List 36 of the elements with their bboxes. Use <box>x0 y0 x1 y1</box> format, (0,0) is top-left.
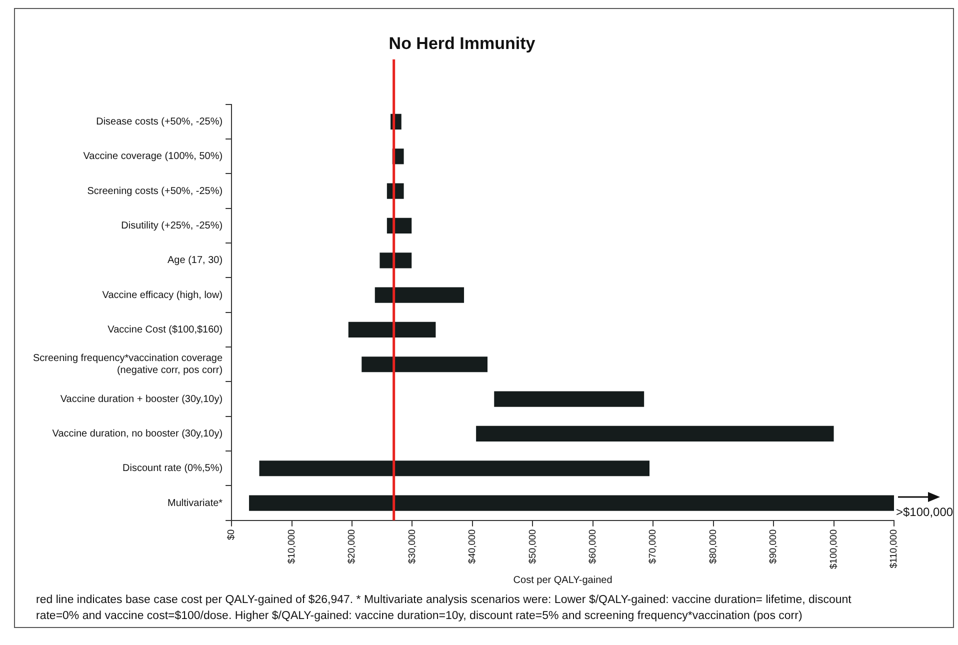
y-tick-label: Multivariate* <box>168 498 223 509</box>
x-tick-label: $10,000 <box>286 529 298 564</box>
bar <box>494 391 644 407</box>
bar <box>348 322 436 338</box>
annotation: >$100,000 <box>896 505 954 520</box>
y-tick-label: Screening frequency*vaccination coverage (negative corr, pos corr) <box>33 353 223 376</box>
y-tick-label: Screening costs (+50%, -25%) <box>87 186 223 197</box>
bar <box>249 495 894 511</box>
x-tick-label: $80,000 <box>708 529 719 564</box>
y-tick-label: Vaccine duration + booster (30y,10y) <box>60 394 223 405</box>
y-tick-label: Disease costs (+50%, -25%) <box>96 116 223 128</box>
y-tick-label: Disutility (+25%, -25%) <box>121 220 223 232</box>
x-tick-label: $60,000 <box>588 529 599 564</box>
y-tick-label: Vaccine Cost ($100,$160) <box>108 324 223 336</box>
x-tick-label: $0 <box>226 529 238 540</box>
x-tick-label: $40,000 <box>467 529 478 564</box>
y-tick-label: Vaccine duration, no booster (30y,10y) <box>52 428 223 440</box>
x-tick-label: $50,000 <box>527 529 538 564</box>
y-tick-label: Discount rate (0%,5%) <box>122 463 223 474</box>
x-axis-title: Cost per QALY-gained <box>513 574 612 586</box>
y-tick-label: Age (17, 30) <box>168 255 223 266</box>
bar <box>380 252 412 268</box>
x-tick-label: $20,000 <box>346 529 358 564</box>
chart-title: No Herd Immunity <box>388 34 536 53</box>
text: red line indicates base case cost per QALY-gained of $26,947. * Multivariate analysis scenarios were: Lower $/QALY-gained: vaccine duration= lifetime, discount rate=0% and vaccine cost=$100/dose. Higher $/QALY-gained: vaccine duration=10y, discount rate=5% and screening frequency*vaccination (pos corr) <box>36 593 852 624</box>
y-tick-label: Vaccine coverage (100%, 50%) <box>83 151 223 162</box>
bar <box>362 356 488 372</box>
bar <box>374 287 464 303</box>
y-tick-label: Vaccine efficacy (high, low) <box>102 290 223 301</box>
x-tick-label: $110,000 <box>888 529 900 568</box>
bar <box>476 426 834 442</box>
x-tick-label: $100,000 <box>828 529 840 569</box>
x-tick-label: $30,000 <box>406 529 418 564</box>
bar <box>259 460 650 476</box>
x-tick-label: $70,000 <box>648 529 659 564</box>
x-tick-label: $90,000 <box>768 529 780 564</box>
